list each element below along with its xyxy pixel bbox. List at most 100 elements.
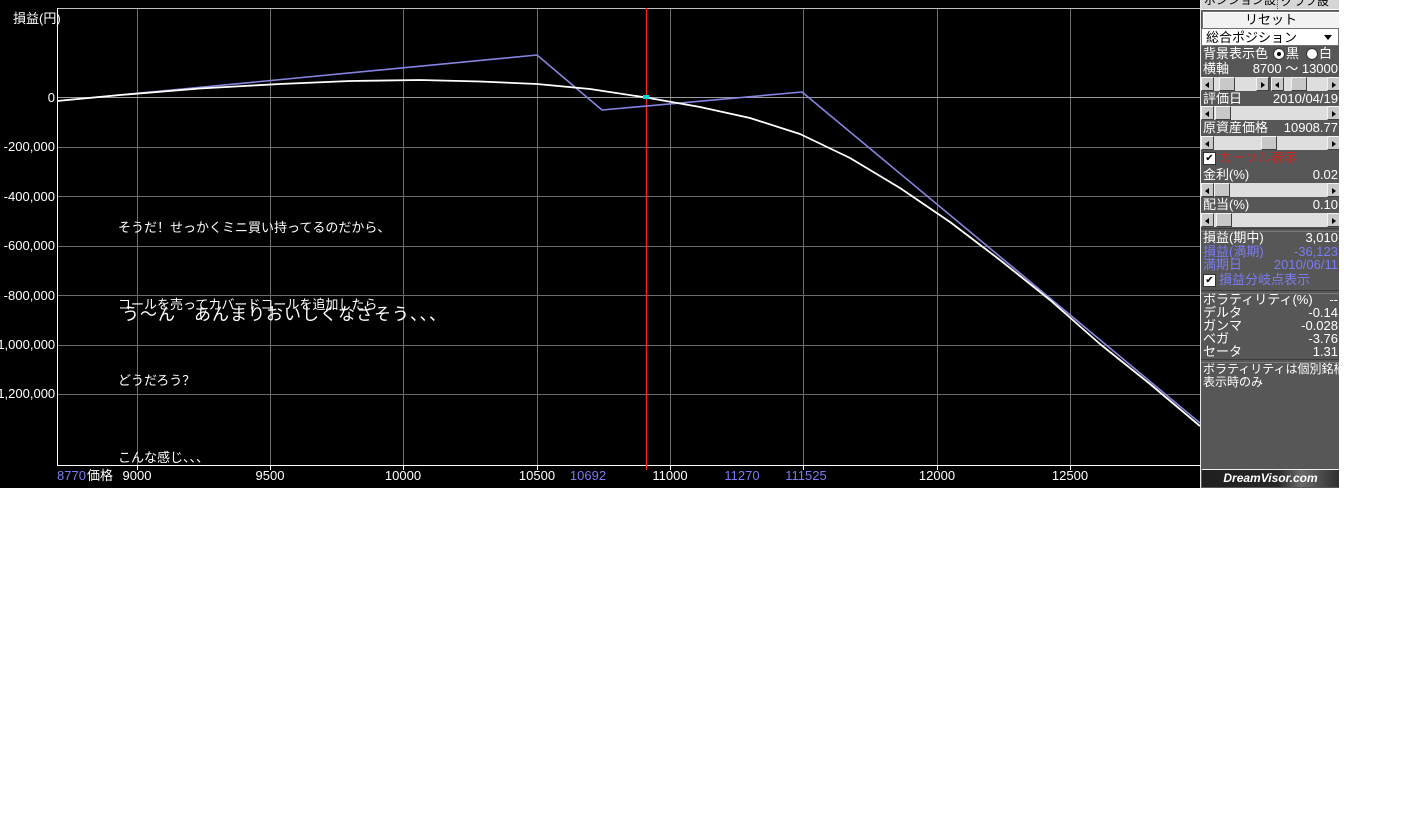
cursor-display-checkbox[interactable]: ✔	[1203, 152, 1216, 165]
scroll-right-button[interactable]	[1327, 213, 1339, 227]
pl-expiry-row: 損益(満期) -36,123	[1201, 245, 1339, 259]
scroll-left-button[interactable]	[1201, 77, 1214, 91]
cursor-display-label: カーソル表示	[1219, 150, 1298, 165]
scrollbar-thumb[interactable]	[1291, 77, 1307, 91]
breakeven-label: 11270	[724, 468, 760, 483]
scroll-right-button[interactable]	[1327, 183, 1339, 197]
arrow-left-icon	[1275, 82, 1279, 88]
tab-position-settings[interactable]: ポジション設定	[1201, 0, 1292, 9]
pl-mid-label: 損益(期中)	[1203, 230, 1264, 245]
x-tick-label: 10500	[518, 468, 556, 483]
axis-ticks	[137, 465, 1071, 470]
scroll-left-button[interactable]	[1201, 213, 1214, 227]
x-tick-label: 10000	[384, 468, 422, 483]
x-tick-label: 12500	[1051, 468, 1089, 483]
scroll-right-button[interactable]	[1327, 106, 1339, 120]
scroll-right-button[interactable]	[1256, 77, 1269, 91]
vega-row: ベガ -3.76	[1201, 332, 1339, 346]
option-simulator-app: 損益(円) 0 -200,000 -400,000 -600,000 -800,…	[0, 0, 1339, 488]
y-tick-label: 0	[47, 90, 55, 105]
radio-black-label[interactable]: 黒	[1286, 46, 1300, 61]
radio-white-label[interactable]: 白	[1319, 46, 1333, 61]
h-axis-min-scrollbar[interactable]	[1201, 77, 1269, 91]
pl-mid-row: 損益(期中) 3,010	[1201, 231, 1339, 245]
scroll-left-button[interactable]	[1271, 77, 1284, 91]
expiry-payoff-line	[56, 54, 1200, 424]
position-dropdown[interactable]: 総合ポジション	[1201, 28, 1339, 46]
arrow-right-icon	[1332, 141, 1336, 147]
settings-panel: ポジション設定 グラフ設定 リセット 総合ポジション 背景表示色 黒 白 横軸 …	[1200, 0, 1339, 488]
annotation-line: こんな感じ、、、	[118, 449, 210, 465]
radio-black[interactable]	[1273, 48, 1285, 60]
vega-label: ベガ	[1203, 331, 1230, 346]
scroll-right-button[interactable]	[1327, 136, 1339, 150]
y-tick-label: -1,000,000	[0, 337, 56, 352]
cursor-display-row: ✔ カーソル表示	[1201, 151, 1339, 166]
bg-color-label: 背景表示色	[1203, 46, 1269, 61]
chart-annotation-big: う～ん あんまりおいしくなさそう、、、	[122, 305, 447, 324]
scrollbar-thumb[interactable]	[1214, 183, 1230, 197]
horizontal-gridlines	[58, 147, 1200, 395]
dividend-label: 配当(%)	[1203, 197, 1250, 212]
interest-value: 0.02	[1312, 167, 1338, 182]
reset-button[interactable]: リセット	[1202, 11, 1339, 29]
scroll-left-button[interactable]	[1201, 106, 1214, 120]
scrollbar-thumb[interactable]	[1261, 136, 1277, 150]
dividend-row: 配当(%) 0.10	[1201, 198, 1339, 212]
brand-banner: DreamVisor.com	[1202, 469, 1339, 487]
theta-row: セータ 1.31	[1201, 345, 1339, 359]
x-tick-label: 9000	[122, 468, 152, 483]
theta-label: セータ	[1203, 344, 1243, 359]
underlying-price-label: 原資産価格	[1203, 120, 1269, 135]
interest-row: 金利(%) 0.02	[1201, 168, 1339, 182]
underlying-price-scrollbar[interactable]	[1201, 136, 1339, 150]
scrollbar-thumb[interactable]	[1219, 77, 1235, 91]
scroll-left-button[interactable]	[1201, 183, 1214, 197]
bep-display-row: ✔ 損益分岐点表示	[1201, 273, 1339, 288]
separator	[1201, 290, 1339, 294]
annotation-line: どうだろう？	[118, 373, 196, 388]
dividend-scrollbar[interactable]	[1201, 213, 1339, 227]
underlying-price-row: 原資産価格 10908.77	[1201, 121, 1339, 135]
annotation-line: コールを売ってカバードコールを追加したら	[118, 296, 378, 312]
cursor-marker	[643, 95, 649, 99]
scroll-left-button[interactable]	[1201, 136, 1214, 150]
panel-tabs: ポジション設定 グラフ設定	[1201, 0, 1339, 10]
underlying-price-value: 10908.77	[1283, 120, 1338, 135]
pl-expiry-label: 損益(満期)	[1203, 244, 1264, 259]
volatility-note-line1: ボラティリティは個別銘柄	[1203, 362, 1339, 376]
tab-graph-settings[interactable]: グラフ設定	[1277, 0, 1339, 9]
scrollbar-thumb[interactable]	[1216, 213, 1232, 227]
h-axis-row: 横軸 8700 ～ 13000	[1201, 62, 1339, 76]
arrow-right-icon	[1261, 82, 1265, 88]
bep-display-checkbox[interactable]: ✔	[1203, 274, 1216, 287]
delta-label: デルタ	[1203, 305, 1243, 320]
y-tick-label: -600,000	[3, 238, 55, 253]
bg-color-row: 背景表示色 黒 白	[1201, 47, 1339, 61]
arrow-right-icon	[1332, 218, 1336, 224]
pl-expiry-value: -36,123	[1293, 244, 1338, 259]
eval-date-scrollbar[interactable]	[1201, 106, 1339, 120]
radio-white[interactable]	[1306, 48, 1318, 60]
gamma-label: ガンマ	[1203, 318, 1243, 333]
arrow-left-icon	[1205, 82, 1209, 88]
delta-row: デルタ -0.14	[1201, 306, 1339, 320]
interest-scrollbar[interactable]	[1201, 183, 1339, 197]
arrow-right-icon	[1332, 188, 1336, 194]
scrollbar-thumb[interactable]	[1215, 106, 1231, 120]
volatility-row: ボラティリティ(%) --	[1201, 293, 1339, 307]
h-axis-value: 8700 ～ 13000	[1252, 61, 1338, 76]
h-axis-max-scrollbar[interactable]	[1271, 77, 1339, 91]
pl-chart[interactable]: 損益(円) 0 -200,000 -400,000 -600,000 -800,…	[0, 0, 1200, 488]
volatility-label: ボラティリティ(%)	[1203, 292, 1313, 307]
breakeven-label: 111525	[785, 468, 827, 483]
chart-annotation-block: そうだ！せっかくミニ買い持ってるのだから、 コールを売ってカバードコールを追加し…	[118, 164, 390, 488]
eval-date-label: 評価日	[1203, 91, 1243, 106]
separator	[1201, 359, 1339, 363]
eval-date-row: 評価日 2010/04/19	[1201, 92, 1339, 106]
scroll-right-button[interactable]	[1327, 77, 1339, 91]
gamma-value: -0.028	[1301, 318, 1338, 333]
x-tick-label: 11000	[652, 468, 688, 483]
arrow-left-icon	[1205, 111, 1209, 117]
h-axis-label: 横軸	[1203, 61, 1230, 76]
